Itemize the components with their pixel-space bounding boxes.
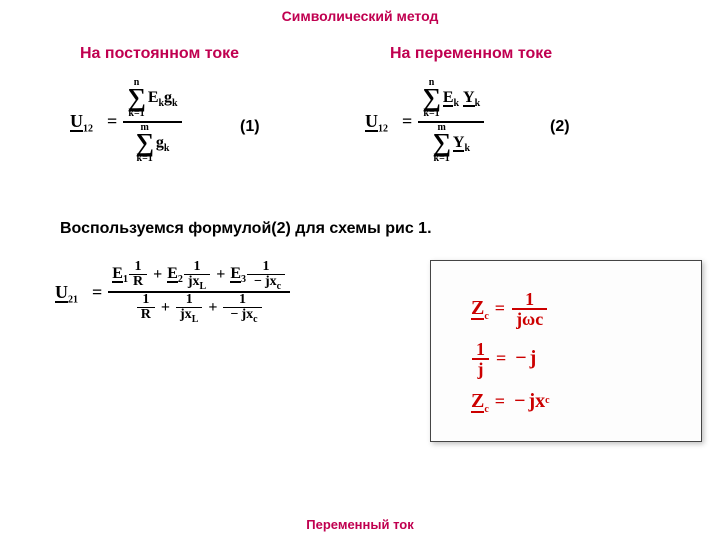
heading-dc: На постоянном токе <box>80 45 239 63</box>
formula-ac-number: (2) <box>550 118 570 136</box>
heading-ac: На переменном токе <box>390 45 552 63</box>
formula-dc-number: (1) <box>240 118 260 136</box>
impedance-line-2: 1j = −j <box>471 340 701 378</box>
formula-dc: U12 = n ∑ k=1 Ek gk m ∑ k= <box>70 78 182 166</box>
slide-footer: Переменный ток <box>0 517 720 532</box>
impedance-box: Zc = 1jωc 1j = −j Zc = −jxc <box>430 260 702 442</box>
impedance-line-1: Zc = 1jωc <box>471 290 701 328</box>
formula-ac: U12 = n ∑ k=1 Ek Yk m ∑ <box>365 78 484 166</box>
formula-expanded: U21 = E1 1R + E2 1jxL + E3 1−jxc 1R + 1j… <box>55 260 290 324</box>
impedance-line-3: Zc = −jxc <box>471 390 701 413</box>
slide-root: Символический метод На постоянном токе Н… <box>0 0 720 540</box>
slide-title: Символический метод <box>0 8 720 24</box>
body-text: Воспользуемся формулой(2) для схемы рис … <box>60 220 432 238</box>
